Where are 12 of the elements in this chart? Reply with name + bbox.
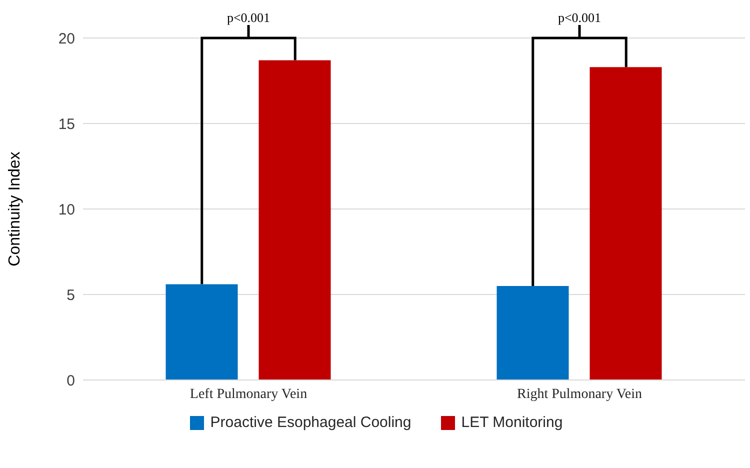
y-axis-title: Continuity Index [6,152,24,266]
legend-label: LET Monitoring [461,414,563,431]
legend-label: Proactive Esophageal Cooling [210,414,412,431]
y-tick-label: 0 [66,372,75,390]
y-tick-label: 10 [58,201,75,218]
x-tick-label: Right Pulmonary Vein [517,386,642,402]
text: p<0.001 [226,10,270,25]
y-tick-label: 20 [58,30,75,48]
text: p<0.001 [558,10,602,25]
y-tick-label: 15 [58,116,75,133]
y-tick-label: 5 [66,286,75,304]
x-tick-label: Left Pulmonary Vein [190,386,308,402]
